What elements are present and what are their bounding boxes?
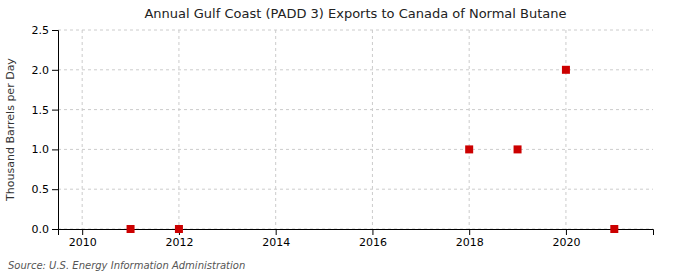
y-tick-mark bbox=[52, 30, 58, 31]
x-axis: 2010 2012 2014 2016 2018 2020 bbox=[59, 229, 654, 249]
point bbox=[127, 225, 135, 233]
point bbox=[514, 145, 522, 153]
grid-line bbox=[82, 30, 83, 229]
point bbox=[175, 225, 183, 233]
grid-line bbox=[469, 30, 470, 229]
x-tick-mark bbox=[82, 229, 83, 235]
grid-line bbox=[178, 30, 179, 229]
x-tick-mark bbox=[276, 229, 277, 235]
grid-line bbox=[372, 30, 373, 229]
y-axis-line bbox=[52, 31, 59, 230]
point bbox=[465, 145, 473, 153]
y-tick-label: 0.5 bbox=[32, 183, 50, 196]
x-tick-mark bbox=[372, 229, 373, 235]
point bbox=[562, 66, 570, 74]
y-tick-mark bbox=[52, 149, 58, 150]
y-axis-title: Thousand Barrels per Day bbox=[4, 58, 17, 202]
point bbox=[610, 225, 618, 233]
x-tick-label: 2018 bbox=[456, 236, 484, 249]
grid bbox=[58, 30, 653, 229]
x-tick-label: 2016 bbox=[359, 236, 387, 249]
grid-line bbox=[275, 30, 276, 229]
grid-line bbox=[58, 109, 653, 110]
x-tick-label: 2014 bbox=[262, 236, 290, 249]
grid-line bbox=[58, 149, 653, 150]
x-tick: 2014 bbox=[262, 229, 290, 249]
x-tick-mark bbox=[566, 229, 567, 235]
x-tick-label: 2010 bbox=[69, 236, 97, 249]
y-tick: 2.0 bbox=[32, 64, 59, 77]
title: Annual Gulf Coast (PADD 3) Exports to Ca… bbox=[144, 6, 566, 21]
x-tick: 2016 bbox=[359, 229, 387, 249]
y-tick: 0.5 bbox=[32, 183, 59, 196]
y-tick: 1.5 bbox=[32, 104, 59, 117]
y-axis: 0.0 0.5 1.0 1.5 2.0 2.5 bbox=[32, 24, 59, 236]
y-tick: 2.5 bbox=[32, 24, 59, 37]
x-tick-mark bbox=[469, 229, 470, 235]
y-tick-mark bbox=[52, 70, 58, 71]
grid-line bbox=[58, 189, 653, 190]
points bbox=[127, 66, 619, 233]
y-tick-label: 1.5 bbox=[32, 104, 50, 117]
y-tick-mark bbox=[52, 189, 58, 190]
y-tick-label: 1.0 bbox=[32, 143, 50, 156]
y-tick-label: 2.0 bbox=[32, 64, 50, 77]
grid-line bbox=[565, 30, 566, 229]
source: Source: U.S. Energy Information Administ… bbox=[8, 260, 245, 271]
y-tick: 0.0 bbox=[32, 223, 59, 236]
x-tick: 2010 bbox=[69, 229, 97, 249]
x-axis-line bbox=[59, 230, 654, 236]
x-tick: 2018 bbox=[456, 229, 484, 249]
chart: 2010 2012 2014 2016 2018 2020 0.0 0.5 1.0 1.5 2.0 2… bbox=[0, 0, 675, 275]
y-tick-label: 0.0 bbox=[32, 223, 50, 236]
grid-line bbox=[58, 30, 653, 31]
y-tick-mark bbox=[52, 110, 58, 111]
x-tick-label: 2012 bbox=[165, 236, 193, 249]
y-tick-mark bbox=[52, 229, 58, 230]
y-tick-label: 2.5 bbox=[32, 24, 50, 37]
y-tick: 1.0 bbox=[32, 143, 59, 156]
x-tick: 2020 bbox=[552, 229, 580, 249]
plot: 2010 2012 2014 2016 2018 2020 0.0 0.5 1.0 1.5 2.0 2… bbox=[32, 24, 654, 249]
x-tick-label: 2020 bbox=[552, 236, 580, 249]
